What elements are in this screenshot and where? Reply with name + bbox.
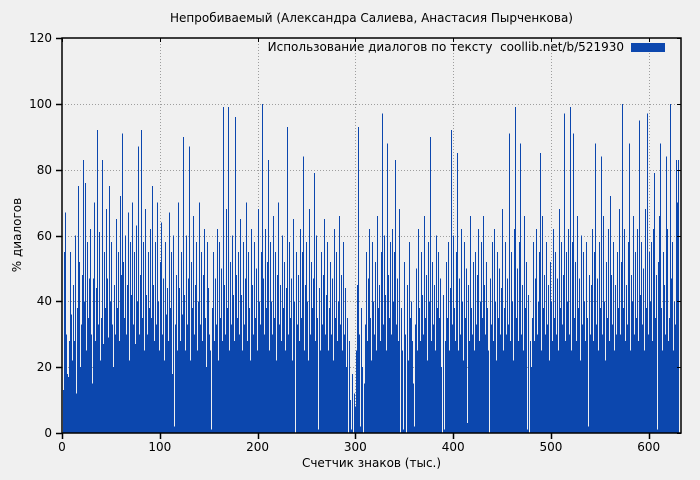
x-tick-label: 0 — [58, 440, 66, 454]
legend-label: Использование диалогов по тексту coollib… — [267, 40, 624, 54]
y-tick-label: 60 — [36, 228, 52, 243]
tick-marks — [56, 37, 681, 439]
y-tick-label: 120 — [29, 31, 52, 45]
x-tick-label: 600 — [637, 440, 661, 454]
x-tick-label: 400 — [441, 440, 465, 454]
y-tick-label: 20 — [36, 360, 52, 375]
x-tick-label: 300 — [343, 440, 367, 454]
y-tick-label: 100 — [29, 96, 52, 111]
x-axis-label: Счетчик знаков (тыс.) — [301, 456, 442, 470]
y-tick-label: 40 — [36, 294, 52, 309]
x-tick-label: 200 — [246, 440, 270, 454]
x-tick-label: 100 — [148, 440, 172, 454]
bars — [63, 103, 679, 434]
legend-swatch-icon — [631, 42, 665, 52]
x-tick-label: 500 — [539, 440, 563, 454]
y-tick-label: 0 — [44, 426, 52, 440]
legend: Использование диалогов по тексту coollib… — [268, 40, 665, 54]
y-tick-label: 80 — [36, 162, 52, 177]
plot-border — [61, 37, 682, 434]
chart-title: Непробиваемый (Александра Салиева, Анаст… — [170, 11, 573, 25]
